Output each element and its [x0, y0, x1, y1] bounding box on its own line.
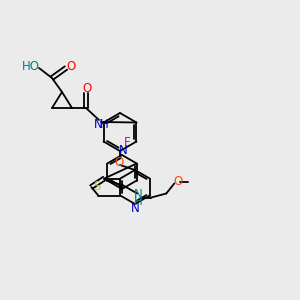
Text: S: S — [94, 181, 101, 194]
Text: H: H — [134, 195, 143, 208]
Text: HO: HO — [22, 59, 40, 73]
Text: O: O — [174, 175, 183, 188]
Text: N: N — [94, 118, 102, 131]
Text: N: N — [134, 188, 143, 201]
Text: H: H — [100, 118, 108, 131]
Text: F: F — [124, 136, 131, 149]
Text: O: O — [66, 61, 76, 74]
Text: N: N — [118, 143, 127, 157]
Text: O: O — [114, 157, 124, 169]
Text: O: O — [82, 82, 91, 94]
Text: N: N — [130, 202, 140, 215]
